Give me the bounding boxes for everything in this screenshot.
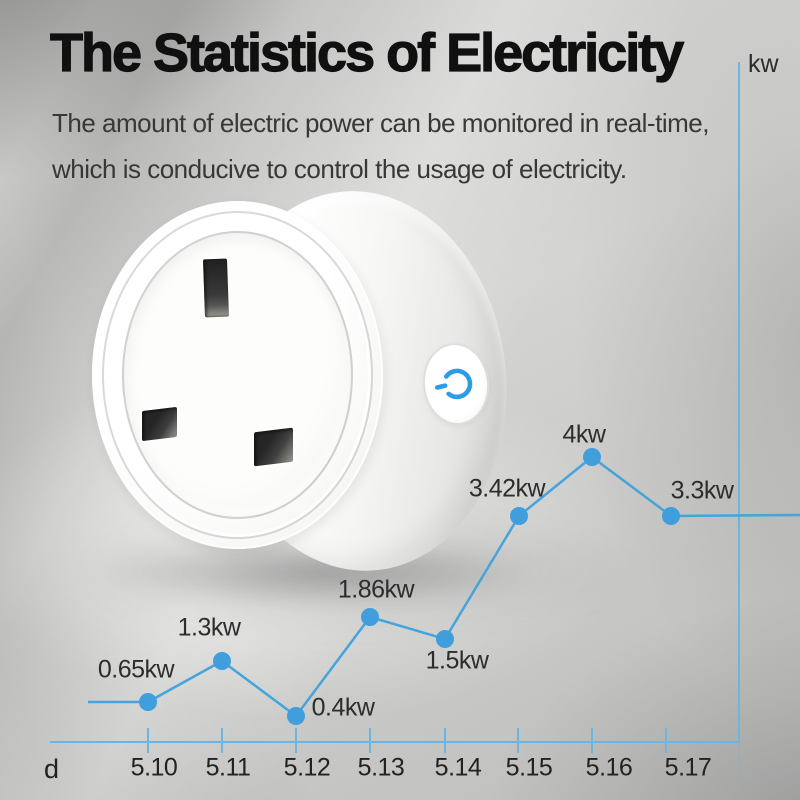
data-point-value-label: 3.42kw: [468, 474, 546, 503]
data-point: [583, 448, 601, 466]
data-point-value-label: 1.3kw: [177, 613, 241, 642]
x-axis-dimension-label: d: [44, 754, 60, 784]
page-subtitle: The amount of electric power can be moni…: [52, 100, 709, 192]
y-axis-unit-label: kw: [748, 50, 779, 78]
data-point-value-label: 3.3kw: [670, 476, 734, 505]
usage-line: [88, 455, 800, 718]
data-point-value-label: 0.4kw: [311, 693, 375, 722]
data-point: [139, 693, 157, 711]
power-icon: [434, 368, 473, 400]
page-title: The Statistics of Electricity: [49, 22, 684, 83]
subtitle-line-1: The amount of electric power can be moni…: [52, 108, 709, 138]
x-axis-tick-label: 5.12: [283, 753, 331, 782]
data-point: [510, 507, 528, 525]
x-axis-tick-label: 5.11: [205, 753, 251, 782]
data-point-value-label: 1.86kw: [337, 575, 415, 604]
x-axis-tick-label: 5.15: [505, 753, 553, 782]
power-button: [418, 339, 494, 429]
data-point: [287, 707, 305, 725]
plug-face-ring: [102, 211, 373, 539]
data-point: [662, 507, 680, 525]
x-axis-tick-label: 5.10: [130, 753, 178, 782]
plug-socket-plate: [122, 231, 353, 519]
data-point: [213, 652, 231, 670]
data-point-value-label: 1.5kw: [425, 646, 489, 675]
x-axis-tick-label: 5.13: [357, 753, 405, 782]
data-point-value-label: 0.65kw: [97, 655, 175, 684]
x-axis-tick-label: 5.14: [434, 753, 482, 782]
data-point: [361, 608, 379, 626]
subtitle-line-2: which is conducive to control the usage …: [52, 154, 627, 184]
plug-socket-face: [92, 201, 383, 549]
x-axis-tick-label: 5.16: [585, 753, 633, 782]
x-axis-tick-label: 5.17: [664, 753, 712, 782]
data-point: [436, 630, 454, 648]
data-point-value-label: 4kw: [562, 420, 606, 449]
